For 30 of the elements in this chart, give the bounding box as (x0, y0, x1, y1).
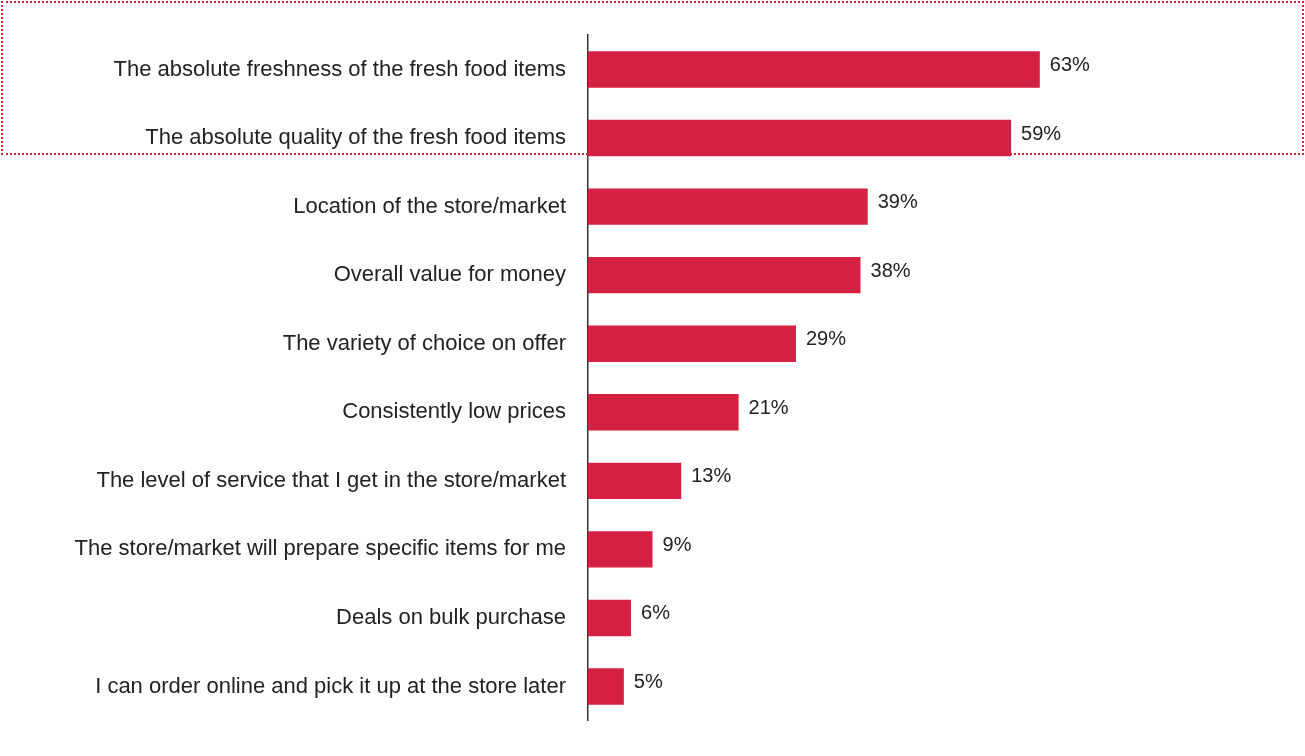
y-tick-label: The store/market will prepare specific items for me (74, 535, 566, 561)
data-label: 38% (870, 258, 911, 281)
data-label: 63% (1049, 53, 1091, 75)
data-label: 5% (633, 670, 663, 693)
data-label: 29% (805, 327, 847, 350)
y-tick-label: Consistently low prices (342, 398, 566, 424)
y-tick-label: Deals on bulk purchase (336, 604, 566, 630)
bar (588, 599, 632, 637)
bar (588, 119, 1012, 157)
data-label: 21% (748, 395, 789, 418)
y-tick-label: The absolute freshness of the fresh food items (113, 55, 566, 81)
y-tick-label: The level of service that I get in the store/market (96, 466, 566, 492)
data-label: 13% (691, 464, 732, 487)
y-tick-label: The absolute quality of the fresh food items (145, 124, 566, 150)
bar (588, 394, 739, 431)
bar (588, 325, 796, 362)
data-label: 59% (1021, 121, 1062, 144)
bar (588, 188, 868, 225)
bar (588, 668, 624, 705)
y-tick-label: Location of the store/market (293, 192, 566, 218)
y-tick-label: Overall value for money (333, 261, 566, 287)
data-label: 39% (877, 190, 918, 213)
data-label: 9% (662, 532, 692, 555)
bar (588, 462, 682, 500)
data-label: 6% (641, 601, 671, 624)
bar (588, 256, 861, 294)
y-tick-label: I can order online and pick it up at the store later (95, 672, 566, 698)
y-tick-label: The variety of choice on offer (282, 329, 566, 355)
bar (588, 51, 1040, 88)
bar (588, 531, 653, 568)
